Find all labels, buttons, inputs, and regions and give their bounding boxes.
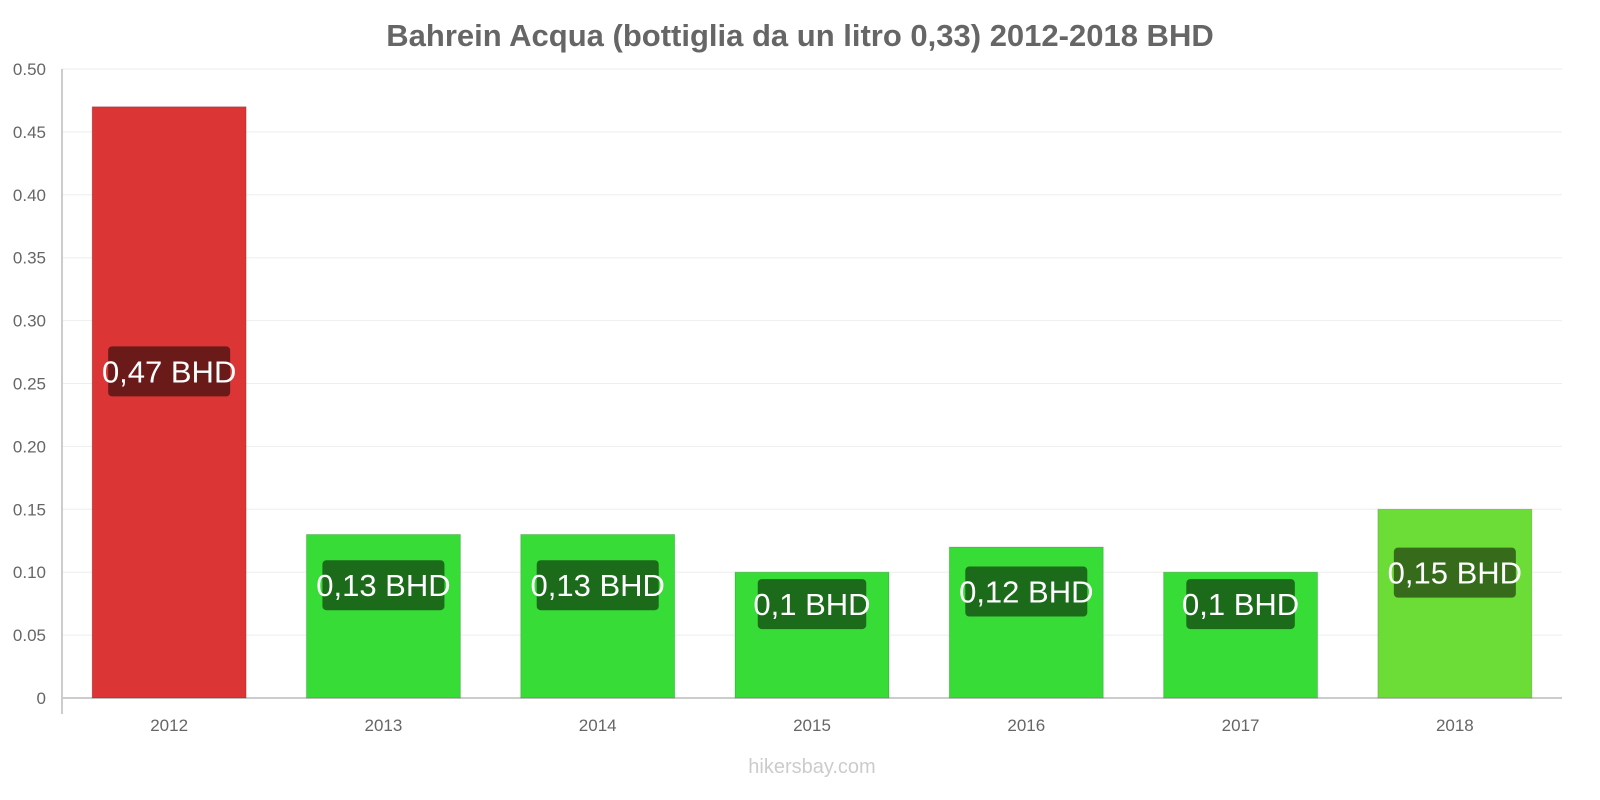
x-tick-label: 2015 <box>793 716 831 735</box>
y-tick-label: 0.50 <box>13 60 46 79</box>
bar <box>1377 508 1533 699</box>
data-label: 0,47 BHD <box>102 354 236 389</box>
y-tick-label: 0.40 <box>13 186 46 205</box>
x-tick-label: 2018 <box>1436 716 1474 735</box>
bar <box>91 106 247 699</box>
chart-title: Bahrein Acqua (bottiglia da un litro 0,3… <box>386 18 1213 53</box>
y-tick-label: 0.15 <box>13 500 46 519</box>
data-label: 0,12 BHD <box>959 575 1093 610</box>
bar <box>305 533 461 699</box>
y-tick-label: 0.25 <box>13 375 46 394</box>
y-tick-label: 0.05 <box>13 626 46 645</box>
data-label-box <box>965 566 1088 617</box>
y-tick-label: 0.35 <box>13 249 46 268</box>
data-label-box <box>536 560 659 611</box>
y-tick-label: 0.30 <box>13 312 46 331</box>
data-label-box <box>757 579 867 630</box>
x-tick-label: 2016 <box>1007 716 1045 735</box>
y-tick-label: 0.45 <box>13 123 46 142</box>
x-tick-label: 2013 <box>365 716 403 735</box>
data-label-box <box>108 346 231 397</box>
data-label: 0,13 BHD <box>316 568 450 603</box>
data-label: 0,13 BHD <box>531 568 665 603</box>
watermark: hikersbay.com <box>748 756 875 778</box>
data-label: 0,1 BHD <box>1182 587 1299 622</box>
y-tick-label: 0 <box>37 689 46 708</box>
data-label-box <box>322 560 445 611</box>
data-label-box <box>1393 547 1516 598</box>
data-label: 0,15 BHD <box>1388 556 1522 591</box>
data-label-box <box>1186 579 1295 630</box>
data-label: 0,1 BHD <box>753 587 870 622</box>
y-tick-label: 0.10 <box>13 563 46 582</box>
y-tick-label: 0.20 <box>13 437 46 456</box>
x-tick-label: 2017 <box>1222 716 1260 735</box>
bar <box>520 533 676 699</box>
x-tick-label: 2012 <box>150 716 188 735</box>
x-tick-label: 2014 <box>579 716 617 735</box>
